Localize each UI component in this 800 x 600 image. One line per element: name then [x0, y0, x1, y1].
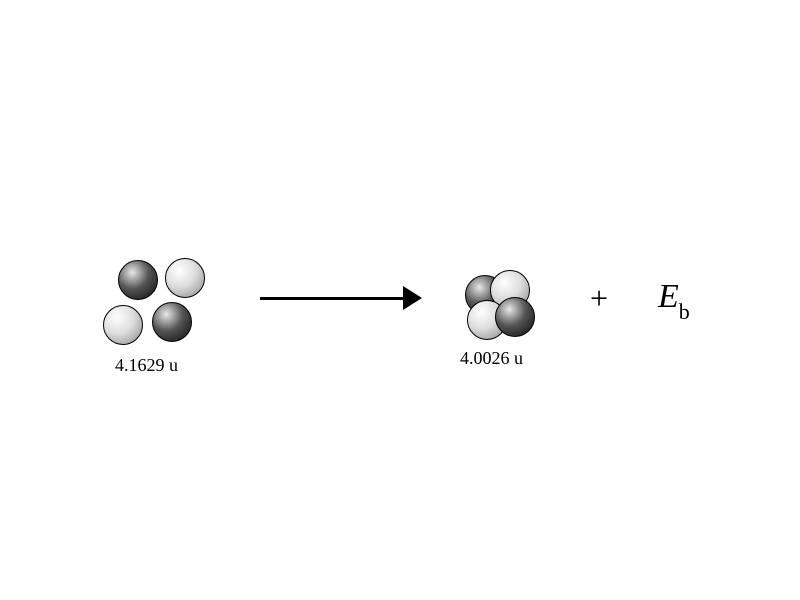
bound-mass-label: 4.0026 u	[460, 348, 523, 369]
separated-mass-label: 4.1629 u	[115, 355, 178, 376]
arrow-head	[403, 286, 422, 310]
light-nucleon	[103, 305, 143, 345]
arrow-line	[260, 297, 405, 300]
binding-energy-diagram: 4.1629 u 4.0026 u + Eb	[0, 0, 800, 600]
plus-sign: +	[590, 280, 608, 317]
energy-subscript: b	[679, 299, 690, 324]
energy-symbol: E	[658, 278, 679, 315]
dark-nucleon	[118, 260, 158, 300]
dark-nucleon	[495, 297, 535, 337]
dark-nucleon	[152, 302, 192, 342]
light-nucleon	[165, 258, 205, 298]
binding-energy-label: Eb	[658, 278, 690, 321]
